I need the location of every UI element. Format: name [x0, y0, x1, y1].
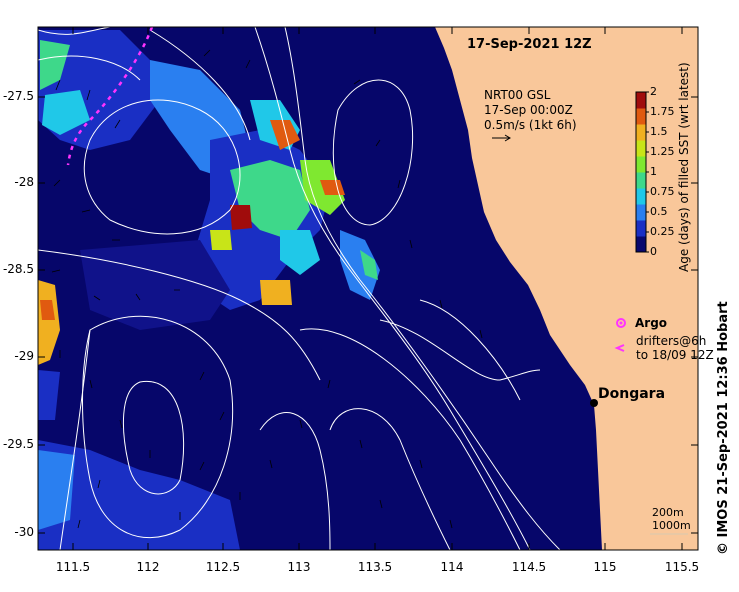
- lat-tick: -28.5: [2, 262, 34, 276]
- colorbar-segment: [636, 220, 646, 237]
- colorbar-tick-label: 1.25: [650, 145, 675, 158]
- colorbar-segment: [636, 236, 646, 253]
- lat-tick: -27.5: [2, 89, 34, 103]
- lon-tick: 111.5: [55, 560, 91, 574]
- argo-symbol: [616, 318, 626, 328]
- lat-tick: -29.5: [2, 437, 34, 451]
- lon-tick: 114: [440, 560, 464, 574]
- colorbar-tick-label: 0.75: [650, 185, 675, 198]
- colorbar: [635, 91, 649, 253]
- drifter-symbol: [614, 344, 625, 352]
- lon-tick: 115.5: [664, 560, 700, 574]
- lon-tick: 114.5: [511, 560, 547, 574]
- contour-label-1000m: 1000m: [652, 519, 691, 532]
- lat-tick: -28: [14, 175, 34, 189]
- colorbar-segment: [636, 92, 646, 109]
- colorbar-tick-label: 1.5: [650, 125, 668, 138]
- drifters-label-1: drifters@6h: [636, 334, 707, 348]
- drifters-label-2: to 18/09 12Z: [636, 348, 714, 362]
- lat-tick: -29: [14, 349, 34, 363]
- argo-label: Argo: [635, 316, 668, 330]
- lon-tick: 113: [287, 560, 311, 574]
- colorbar-segment: [636, 108, 646, 125]
- lon-tick: 112.5: [205, 560, 241, 574]
- current-vectors: [51, 49, 483, 529]
- vector-scale-arrow: [492, 134, 511, 142]
- colorbar-tick-label: 1.75: [650, 105, 675, 118]
- colorbar-tick-label: 0: [650, 245, 657, 258]
- colorbar-segment: [636, 124, 646, 141]
- vector-scale-label: 0.5m/s (1kt 6h): [484, 118, 577, 132]
- land-mass: [435, 27, 698, 550]
- colorbar-tick-label: 0.5: [650, 205, 668, 218]
- lat-tick: -30: [14, 525, 34, 539]
- colorbar-segment: [636, 204, 646, 221]
- contour-lines: [38, 27, 561, 550]
- colorbar-segment: [636, 188, 646, 205]
- colorbar-tick-label: 2: [650, 85, 657, 98]
- colorbar-tick-label: 1: [650, 165, 657, 178]
- lon-tick: 113.5: [357, 560, 393, 574]
- lon-tick: 115: [593, 560, 617, 574]
- sst-age-patches: [38, 30, 380, 550]
- product-line-1: NRT00 GSL: [484, 88, 551, 102]
- product-line-2: 17-Sep 00:00Z: [484, 103, 573, 117]
- contour-label-200m: 200m: [652, 506, 684, 519]
- credit: © IMOS 21-Sep-2021 12:36 Hobart: [716, 301, 731, 555]
- drifter-track: [66, 27, 154, 166]
- lon-tick: 112: [136, 560, 160, 574]
- dongara-marker: [590, 399, 598, 407]
- colorbar-segment: [636, 156, 646, 173]
- plot-frame: [37, 26, 699, 551]
- axis-ticks: [38, 27, 698, 550]
- colorbar-label: Age (days) of filled SST (wrt latest): [677, 62, 691, 272]
- map-title: 17-Sep-2021 12Z: [467, 37, 592, 52]
- colorbar-tick-label: 0.25: [650, 225, 675, 238]
- colorbar-segment: [636, 172, 646, 189]
- colorbar-segment: [636, 140, 646, 157]
- dongara-label: Dongara: [598, 386, 666, 402]
